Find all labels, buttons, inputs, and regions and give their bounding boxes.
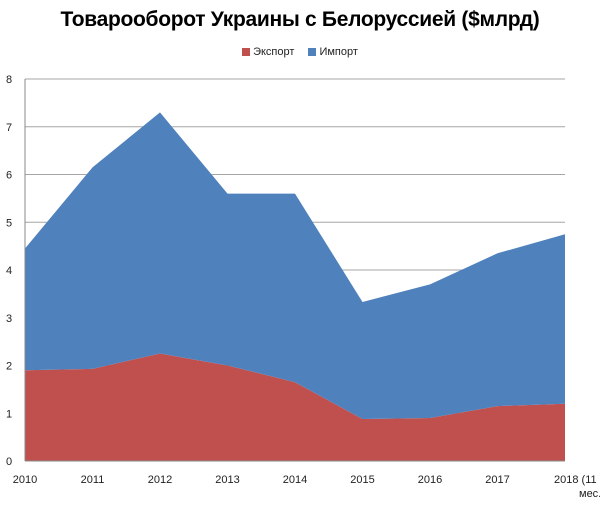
legend-label-export: Экспорт xyxy=(253,46,295,58)
x-tick-label-line-2: мес.) xyxy=(579,488,600,500)
y-tick-label-3: 3 xyxy=(6,313,12,325)
y-tick-label-8: 8 xyxy=(6,74,12,86)
legend-item-export: Экспорт xyxy=(242,46,294,58)
x-tick-label-7: 2017 xyxy=(485,474,509,486)
x-tick-label-6: 2016 xyxy=(418,474,442,486)
legend-swatch-import xyxy=(308,48,317,56)
x-tick-label-1: 2011 xyxy=(81,474,105,486)
x-tick-label-5: 2015 xyxy=(350,474,374,486)
y-tick-label-5: 5 xyxy=(6,217,12,229)
legend: Экспорт Импорт xyxy=(0,46,600,58)
y-tick-label-1: 1 xyxy=(6,408,12,420)
x-tick-label-8: 2018 (11 мес.) xyxy=(554,474,600,500)
x-tick-label-2: 2012 xyxy=(148,474,172,486)
y-tick-label-6: 6 xyxy=(6,170,12,182)
legend-swatch-export xyxy=(242,48,251,56)
y-tick-label-2: 2 xyxy=(6,361,12,373)
x-tick-label-3: 2013 xyxy=(215,474,239,486)
x-tick-label-0: 2010 xyxy=(13,474,37,486)
x-tick-label-4: 2014 xyxy=(283,474,307,486)
legend-item-import: Импорт xyxy=(308,46,358,58)
x-tick-label-line-1: 2018 (11 xyxy=(554,474,597,486)
legend-label-import: Импорт xyxy=(319,46,358,58)
y-tick-label-4: 4 xyxy=(6,265,12,277)
y-tick-label-0: 0 xyxy=(6,456,12,468)
area-series-export xyxy=(25,353,565,461)
area-series-import xyxy=(25,112,565,419)
chart-title: Товарооборот Украины с Белоруссией ($млр… xyxy=(60,8,540,31)
y-tick-label-7: 7 xyxy=(6,122,12,134)
